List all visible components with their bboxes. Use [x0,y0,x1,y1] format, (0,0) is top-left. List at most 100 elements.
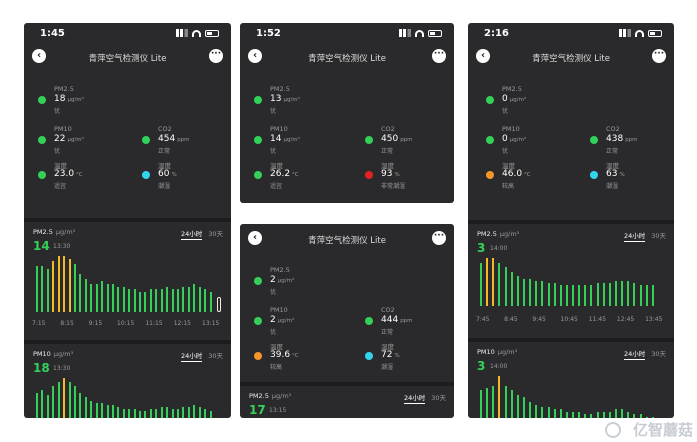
metric-unit: °C [524,172,531,178]
chart-bar [90,401,93,418]
status-dot [486,136,494,144]
status-dot [590,171,598,179]
chart-bar [627,281,630,306]
chart-bar [144,411,147,418]
chart-bar [68,259,71,312]
metric-status: 适宜 [270,183,283,190]
chart-bar [621,281,624,306]
metric-unit: ppm [625,137,638,143]
phone-screen: 1:52 ‹ 青萍空气检测仪 Lite ··· PM2.5 13 μg/m³ 优 PM10 14 μ… [240,23,454,203]
back-button[interactable]: ‹ [248,49,262,63]
metric-value: 72% [381,350,400,360]
chart-bar [522,279,525,306]
status-dot [142,171,150,179]
chart-bar [139,411,142,418]
status-time: 1:45 [40,28,65,39]
back-button[interactable]: ‹ [32,49,46,63]
chart-bar [645,417,648,418]
status-icons [399,29,442,37]
metric-status: 优 [502,148,509,155]
tab-30d[interactable]: 30天 [431,394,446,402]
more-button[interactable]: ··· [432,49,446,63]
range-tabs: 24小时 30天 [623,348,666,360]
page-title: 青萍空气检测仪 Lite [88,54,167,64]
status-dot [254,352,262,360]
chart-bar [187,407,190,418]
metric-status: 潮湿 [606,183,619,190]
metric-status: 正常 [606,148,619,155]
chart-bar [639,285,642,306]
metric-number: 2 [270,275,276,285]
chart-bar [621,409,624,418]
bar-chart [480,376,658,418]
tab-24h[interactable]: 24小时 [180,352,203,362]
chart-bar [128,289,131,312]
tab-30d[interactable]: 30天 [208,352,223,360]
section-divider [468,338,674,342]
latest-bar-marker [217,297,221,312]
tab-30d[interactable]: 30天 [651,232,666,240]
status-dot [365,352,373,360]
tab-24h[interactable]: 24小时 [623,350,646,360]
x-axis-label: 13:15 [202,320,220,327]
chart-current-value: 14 [33,239,50,253]
metric-unit: μg/m³ [67,137,84,143]
chart-bar [578,412,581,418]
tab-24h[interactable]: 24小时 [403,394,426,404]
metric-value: 13 μg/m³ [270,94,300,104]
metric-label: PM2.5 [502,85,522,93]
metric-value: 0 μg/m³ [502,94,526,104]
status-dot [590,136,598,144]
metric-label: 湿度 [381,162,394,170]
chart-bar [52,386,55,418]
metric-status: 正常 [381,329,394,336]
chart-bar [193,405,196,418]
signal-icon [619,29,631,37]
tab-24h[interactable]: 24小时 [623,232,646,242]
chart-bar [547,283,550,306]
status-dot [38,171,46,179]
x-axis-label: 8:45 [504,316,518,323]
metric-unit: ppm [400,137,413,143]
chart-bar [128,409,131,418]
metric-label: CO2 [158,125,172,133]
metric-value: 0 μg/m³ [502,134,526,144]
chart-label: PM2.5 μg/m³ [249,392,291,400]
chart-bar [106,284,109,312]
chart-bar [590,285,593,306]
more-button[interactable]: ··· [432,231,446,245]
chart-bar [204,409,207,418]
chart-bar [651,285,654,306]
tab-30d[interactable]: 30天 [651,350,666,358]
chart-time: 13:30 [53,365,71,372]
back-button[interactable]: ‹ [248,231,262,245]
section-divider [24,340,231,344]
chart-bar [608,412,611,418]
back-button[interactable]: ‹ [476,49,490,63]
chart-bar [590,414,593,418]
watermark-text: 亿智蘑菇 [632,421,693,439]
chart-current-value: 3 [477,241,486,255]
more-button[interactable]: ··· [652,49,666,63]
chart-metric-name: PM10 [33,350,51,358]
chart-bar [504,267,507,306]
status-dot [365,317,373,325]
tab-24h[interactable]: 24小时 [180,230,203,240]
chart-bar [139,292,142,312]
chart-label: PM10 μg/m³ [477,348,517,356]
chart-bar [117,407,120,418]
chart-bar [63,378,66,418]
status-time: 2:16 [484,28,509,39]
range-tabs: 24小时 30天 [180,228,223,240]
metric-label: CO2 [381,125,395,133]
metric-status: 潮湿 [158,183,171,190]
tab-30d[interactable]: 30天 [208,230,223,238]
chart-current-value: 18 [33,361,50,375]
status-icons [176,29,219,37]
more-button[interactable]: ··· [209,49,223,63]
metric-status: 适宜 [54,183,67,190]
status-dot [38,136,46,144]
metric-label: PM2.5 [270,266,290,274]
chart-bar [46,395,49,418]
chart-bar [95,403,98,418]
